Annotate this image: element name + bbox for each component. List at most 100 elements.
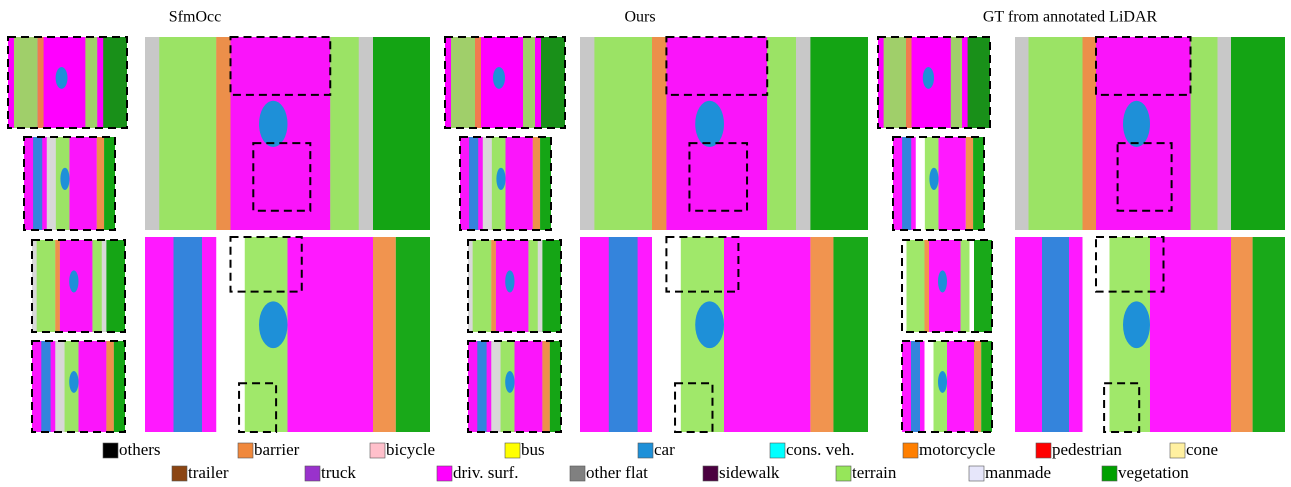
scene-region [491,240,496,332]
legend-label: truck [321,463,356,482]
column-header: SfmOcc [169,9,221,26]
image-panel [32,240,125,332]
legend-swatch [1102,466,1117,481]
scene-region [79,341,107,432]
scene-region [833,237,868,432]
scene-region [810,37,868,230]
legend-label: terrain [852,463,897,482]
scene-object [695,301,724,348]
scene-region [902,137,911,230]
scene-region [14,37,38,128]
scene-region [373,237,396,432]
scene-object [923,67,934,89]
scene-region [523,37,535,128]
scene-region [939,137,966,230]
legend-label: vegetation [1118,463,1189,482]
scene-region [451,37,475,128]
scene-region [475,37,481,128]
scene-region [542,240,561,332]
scene-region [106,341,113,432]
legend-label: bus [521,440,545,459]
scene-region [216,37,230,230]
scene-region [469,137,478,230]
scene-object [938,270,947,292]
scene-region [114,341,125,432]
image-panel [878,37,990,128]
scene-object [496,168,505,190]
legend-label: cons. veh. [786,440,854,459]
scene-object [938,371,947,393]
legend-label: manmade [985,463,1051,482]
legend-swatch [638,443,653,458]
scene-region [968,37,990,128]
scene-region [528,240,537,332]
image-panel [580,237,868,432]
scene-region [37,240,56,332]
scene-region [961,240,970,332]
scene-region [947,341,974,432]
scene-region [330,37,359,230]
panels [8,37,1285,432]
legend-label: pedestrian [1052,440,1122,459]
scene-region [1253,237,1285,432]
legend-label: trailer [188,463,229,482]
scene-region [533,137,540,230]
scene-object [69,371,78,393]
scene-region [33,137,42,230]
scene-object [929,168,938,190]
scene-region [103,37,127,128]
scene-object [1123,301,1150,348]
image-panel [8,37,127,128]
scene-region [1150,237,1231,432]
legend-swatch [570,466,585,481]
scene-region [1231,37,1285,230]
legend-swatch [172,466,187,481]
image-panel [902,341,992,432]
scene-region [41,341,50,432]
image-panel [445,37,565,128]
legend: othersbarrierbicyclebuscarcons. veh.moto… [103,440,1218,482]
scene-region [550,341,561,432]
scene-region [981,341,992,432]
scene-object [505,270,514,292]
scene-region [92,240,101,332]
scene-region [1083,37,1097,230]
scene-region [473,240,492,332]
image-panel [24,137,115,230]
scene-region [810,237,833,432]
legend-label: cone [1186,440,1218,459]
scene-region [1191,37,1218,230]
scene-object [695,101,724,147]
scene-region [373,37,430,230]
legend-swatch [969,466,984,481]
scene-region [1042,237,1069,432]
scene-region [884,37,906,128]
scene-region [951,37,962,128]
scene-region [911,341,920,432]
legend-swatch [1036,443,1051,458]
legend-swatch [903,443,918,458]
image-panel [468,341,561,432]
scene-region [1029,37,1083,230]
scene-region [1231,237,1253,432]
scene-region [906,37,912,128]
image-panel [145,237,430,432]
column-header: Ours [624,9,655,26]
scene-region [55,240,60,332]
scene-region [396,237,430,432]
column-header: GT from annotated LiDAR [983,9,1158,26]
legend-swatch [1170,443,1185,458]
scene-region [104,137,115,230]
scene-region [974,240,992,332]
legend-swatch [505,443,520,458]
scene-region [106,240,125,332]
scene-region [907,240,925,332]
scene-region [506,137,533,230]
scene-region [925,240,930,332]
legend-swatch [437,466,452,481]
image-panel [1015,237,1285,432]
scene-region [288,237,374,432]
image-panel [580,37,868,230]
scene-region [609,237,638,432]
scene-region [974,341,981,432]
